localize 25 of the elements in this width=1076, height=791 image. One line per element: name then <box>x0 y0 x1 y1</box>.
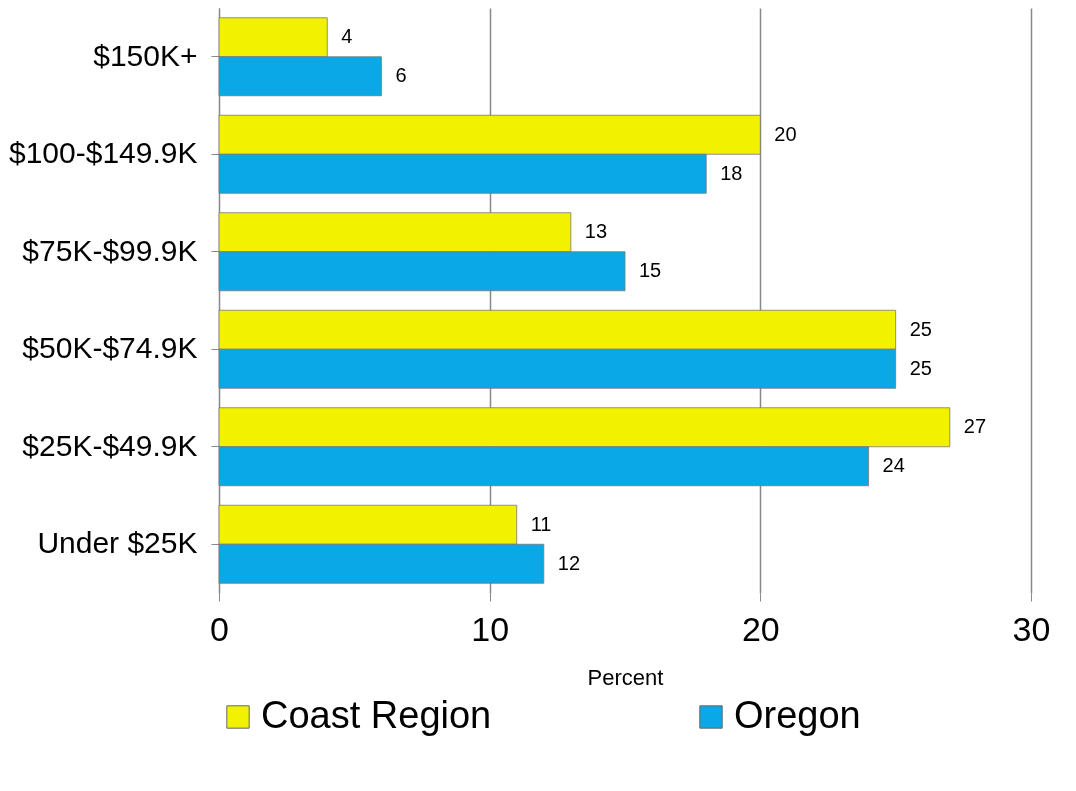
data-label: 25 <box>909 356 932 379</box>
data-label: 24 <box>882 454 905 477</box>
data-label: 4 <box>341 25 353 48</box>
data-label: 12 <box>557 551 581 574</box>
y-tick-label: $100-$149.9K <box>9 136 198 170</box>
data-label: 25 <box>909 317 932 340</box>
y-tick-label: $50K-$74.9K <box>22 331 198 365</box>
x-tick-label: 10 <box>471 609 510 648</box>
y-tick-label: $150K+ <box>93 38 198 72</box>
data-label: 11 <box>530 512 552 535</box>
x-tick-label: 20 <box>741 609 780 648</box>
data-label: 13 <box>584 220 608 243</box>
legend-label: Coast Region <box>261 694 492 736</box>
data-label: 20 <box>774 122 797 145</box>
data-label: 27 <box>963 415 987 438</box>
x-axis-title: Percent <box>587 664 664 690</box>
y-tick-label: Under $25K <box>37 526 198 560</box>
data-label: 15 <box>639 259 662 282</box>
data-label: 18 <box>720 161 743 184</box>
x-tick-label: 30 <box>1012 609 1051 648</box>
x-tick-label: 0 <box>210 609 229 648</box>
legend-label: Oregon <box>734 694 861 736</box>
y-tick-label: $75K-$99.9K <box>22 233 198 267</box>
y-tick-label: $25K-$49.9K <box>22 428 198 462</box>
data-label: 6 <box>395 64 407 87</box>
